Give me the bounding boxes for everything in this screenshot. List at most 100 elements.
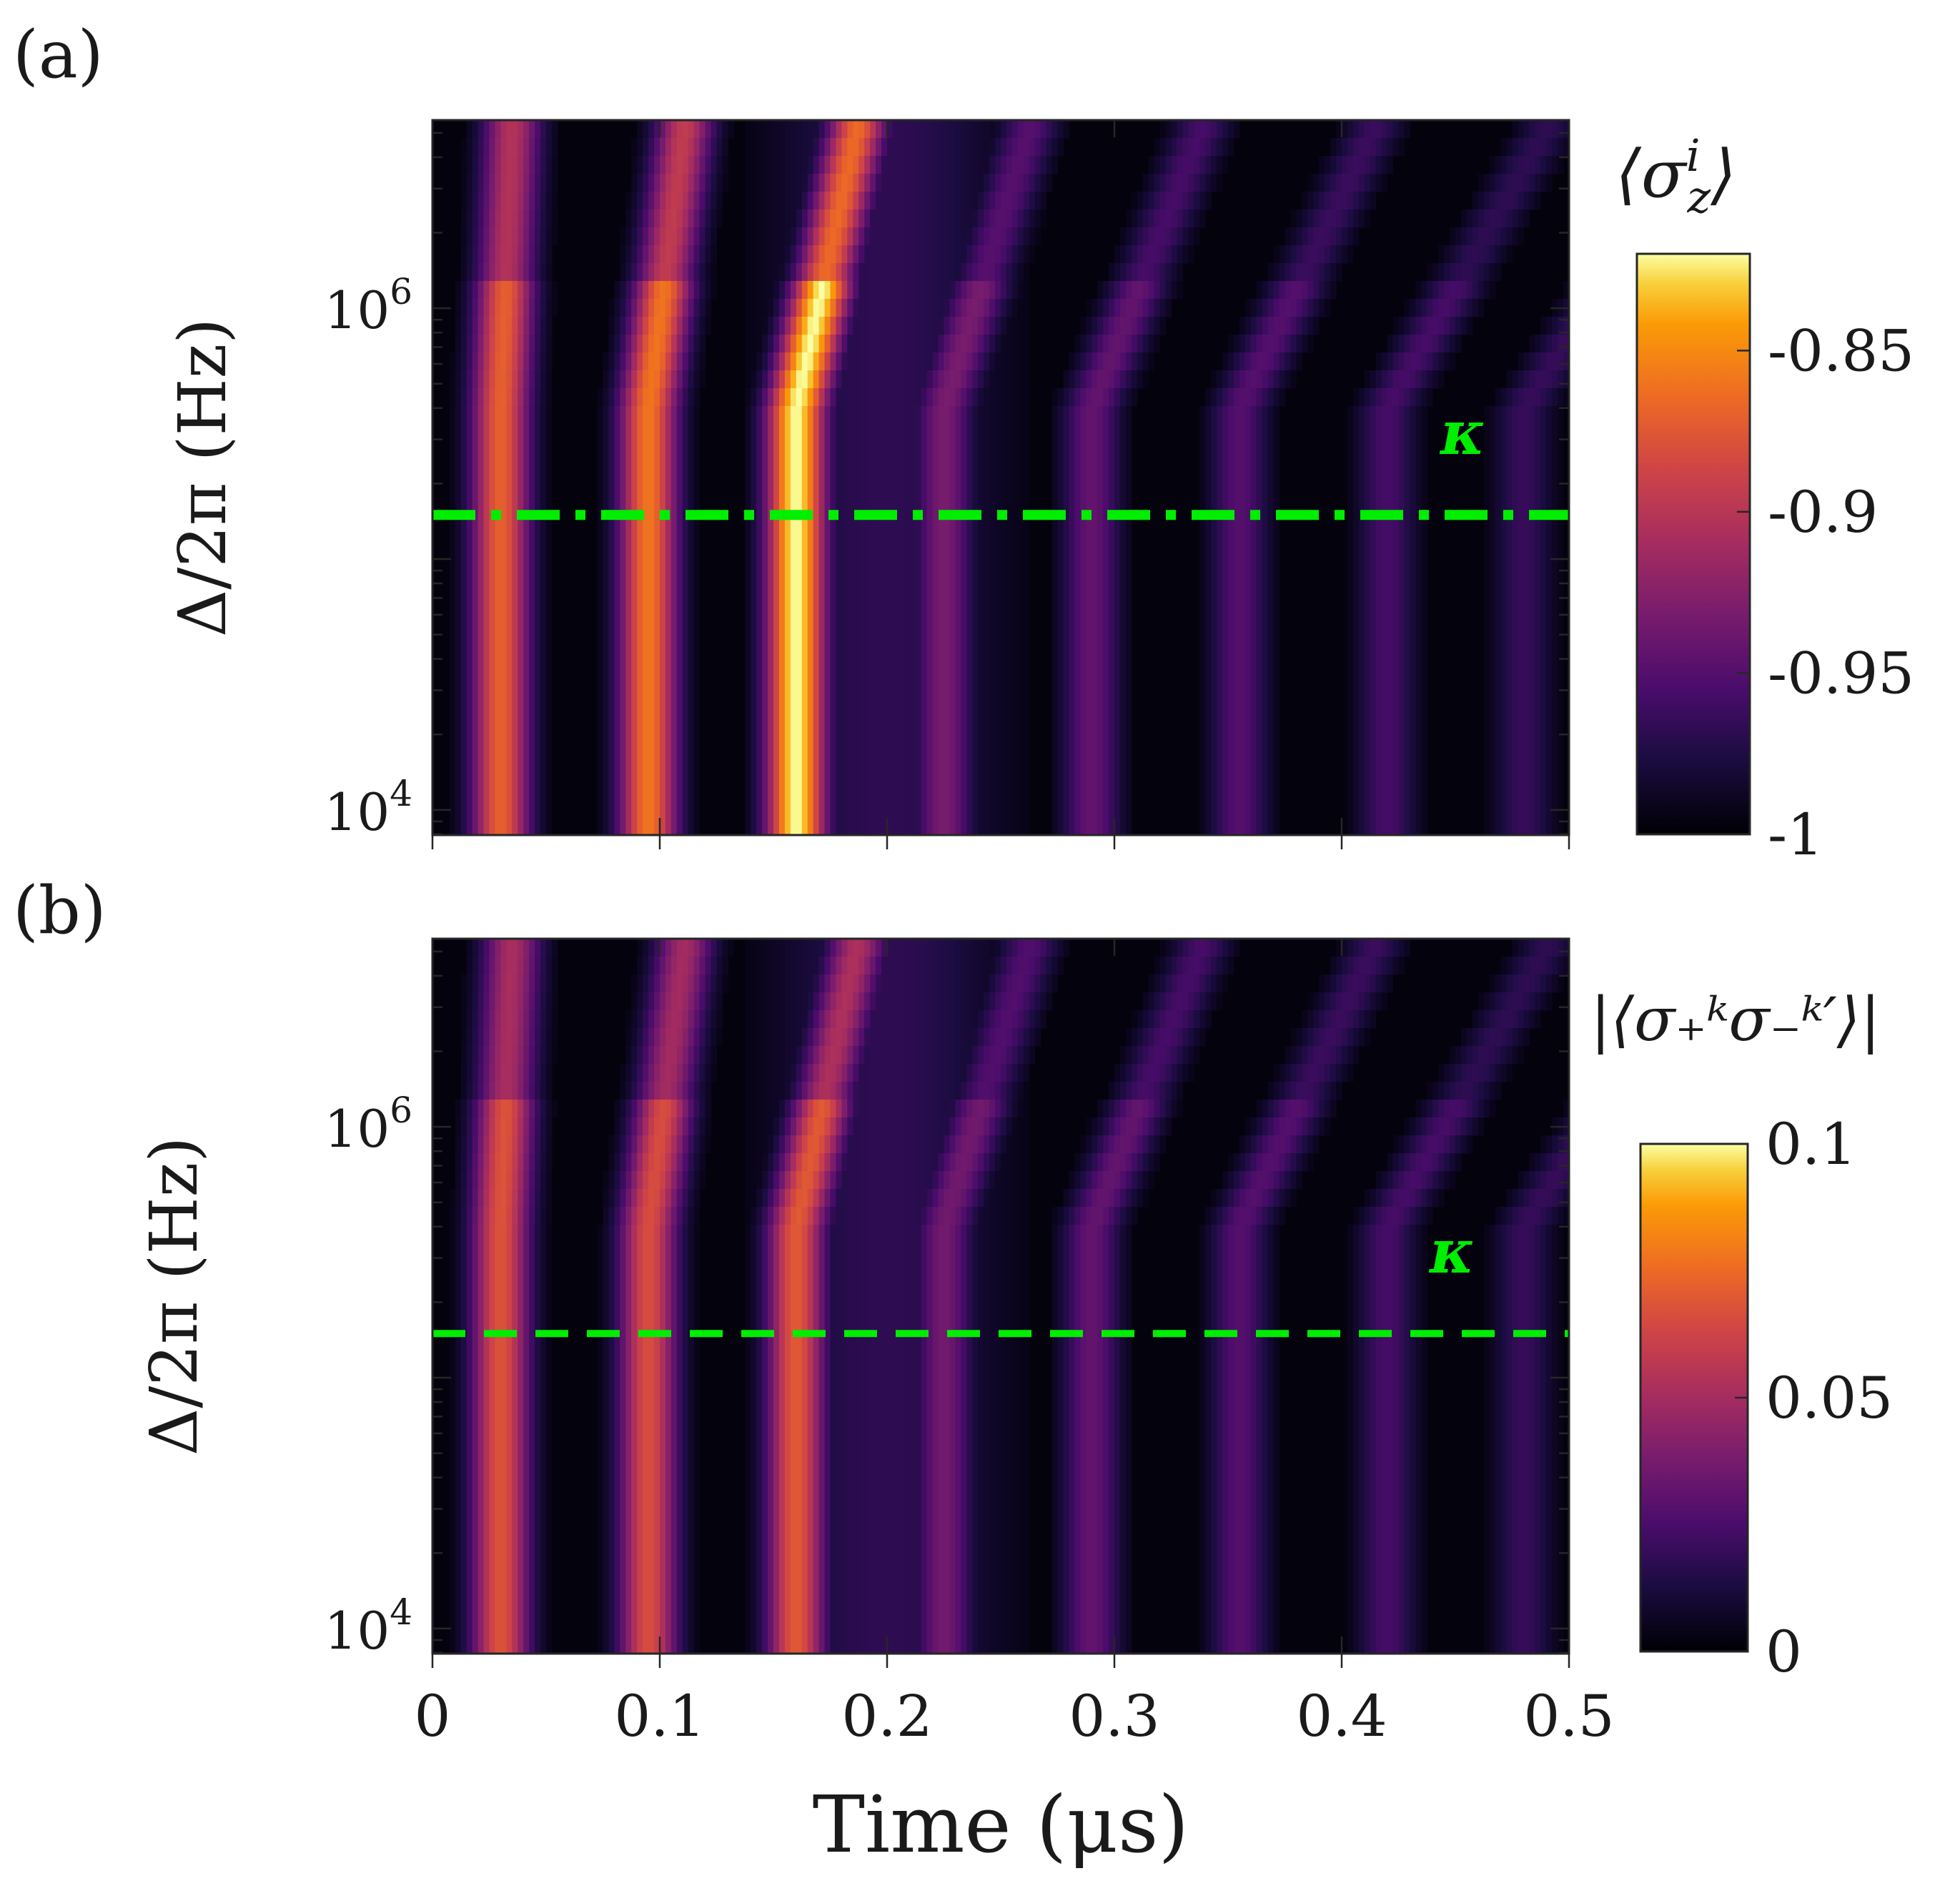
heatmap-cell [477, 317, 485, 335]
heatmap-cell [676, 603, 683, 621]
heatmap-cell [1489, 531, 1496, 550]
heatmap-cell [773, 603, 780, 621]
heatmap-cell [858, 352, 865, 371]
heatmap-cell [909, 692, 916, 711]
heatmap-cell [1148, 335, 1155, 353]
heatmap-cell [909, 227, 916, 246]
heatmap-cell [762, 692, 768, 711]
heatmap-cell [660, 335, 666, 353]
heatmap-cell [1159, 227, 1167, 246]
heatmap-cell [540, 710, 547, 729]
heatmap-cell [915, 513, 922, 532]
heatmap-cell [818, 388, 826, 407]
heatmap-cell [1421, 352, 1427, 371]
heatmap-cell [1364, 388, 1371, 407]
heatmap-cell [1483, 478, 1490, 496]
heatmap-cell [529, 370, 535, 389]
heatmap-cell [926, 335, 934, 353]
heatmap-cell [1347, 567, 1354, 586]
heatmap-cell [1404, 692, 1410, 711]
heatmap-cell [864, 245, 871, 264]
heatmap-cell [1483, 263, 1490, 282]
heatmap-cell [773, 388, 780, 407]
heatmap-cell [489, 549, 496, 568]
heatmap-cell [1460, 263, 1467, 282]
heatmap-cell [1244, 513, 1252, 532]
heatmap-cell [801, 603, 808, 621]
heatmap-cell [1006, 513, 1013, 532]
heatmap-cell [518, 263, 524, 282]
heatmap-cell [455, 710, 462, 729]
heatmap-cell [751, 674, 757, 693]
heatmap-cell [1529, 352, 1535, 371]
heatmap-cell [853, 621, 859, 639]
heatmap-cell [620, 281, 626, 300]
heatmap-cell [966, 478, 973, 496]
heatmap-cell [984, 299, 990, 317]
heatmap-cell [455, 728, 462, 746]
heatmap-cell [790, 120, 797, 139]
heatmap-cell [1086, 728, 1092, 746]
heatmap-cell [1472, 227, 1479, 246]
heatmap-cell [1313, 174, 1320, 192]
heatmap-cell [1228, 549, 1234, 568]
heatmap-cell [523, 335, 530, 353]
heatmap-cell [1069, 692, 1075, 711]
heatmap-cell [944, 227, 951, 246]
heatmap-cell [483, 728, 490, 746]
heatmap-cell [932, 281, 939, 300]
heatmap-cell [546, 513, 553, 532]
heatmap-cell [512, 585, 518, 603]
heatmap-cell [1171, 120, 1178, 139]
heatmap-cell [1114, 495, 1121, 514]
heatmap-cell [1483, 567, 1490, 586]
heatmap-cell [1347, 495, 1354, 514]
heatmap-cell [665, 603, 672, 621]
heatmap-cell [830, 603, 837, 621]
heatmap-cell [1250, 335, 1257, 353]
heatmap-cell [1392, 478, 1400, 496]
heatmap-cell [631, 388, 638, 407]
heatmap-cell [518, 174, 524, 192]
heatmap-cell [1109, 495, 1115, 514]
heatmap-cell [1540, 424, 1547, 443]
heatmap-cell [818, 728, 826, 746]
heatmap-cell [887, 621, 894, 639]
heatmap-cell [518, 674, 524, 693]
heatmap-cell [1313, 263, 1320, 282]
heatmap-cell [506, 442, 513, 460]
heatmap-cell [1540, 156, 1547, 174]
heatmap-cell [603, 531, 610, 550]
heatmap-cell [1370, 585, 1377, 603]
heatmap-cell [784, 424, 791, 443]
heatmap-cell [1358, 567, 1365, 586]
heatmap-cell [1512, 478, 1519, 496]
heatmap-cell [841, 710, 848, 729]
heatmap-cell [1074, 495, 1081, 514]
heatmap-cell [813, 245, 820, 264]
heatmap-cell [1217, 174, 1223, 192]
heatmap-cell [1063, 549, 1069, 568]
heatmap-cell [1217, 156, 1223, 174]
heatmap-cell [597, 495, 604, 514]
heatmap-cell [603, 406, 610, 425]
heatmap-cell [449, 621, 456, 639]
heatmap-cell [1001, 495, 1007, 514]
heatmap-cell [768, 495, 774, 514]
heatmap-cell [1103, 513, 1109, 532]
heatmap-cell [1023, 209, 1030, 228]
heatmap-cell [518, 245, 524, 264]
heatmap-cell [500, 388, 507, 407]
heatmap-cell [870, 513, 876, 532]
heatmap-cell [1410, 638, 1416, 657]
heatmap-cell [472, 156, 479, 174]
heatmap-cell [978, 746, 984, 764]
heatmap-cell [1387, 585, 1394, 603]
heatmap-cell [1518, 209, 1524, 228]
heatmap-cell [1404, 746, 1410, 764]
heatmap-cell [847, 549, 853, 568]
heatmap-cell [705, 209, 712, 228]
heatmap-cell [660, 352, 666, 371]
heatmap-cell [773, 478, 780, 496]
heatmap-cell [1518, 567, 1524, 586]
